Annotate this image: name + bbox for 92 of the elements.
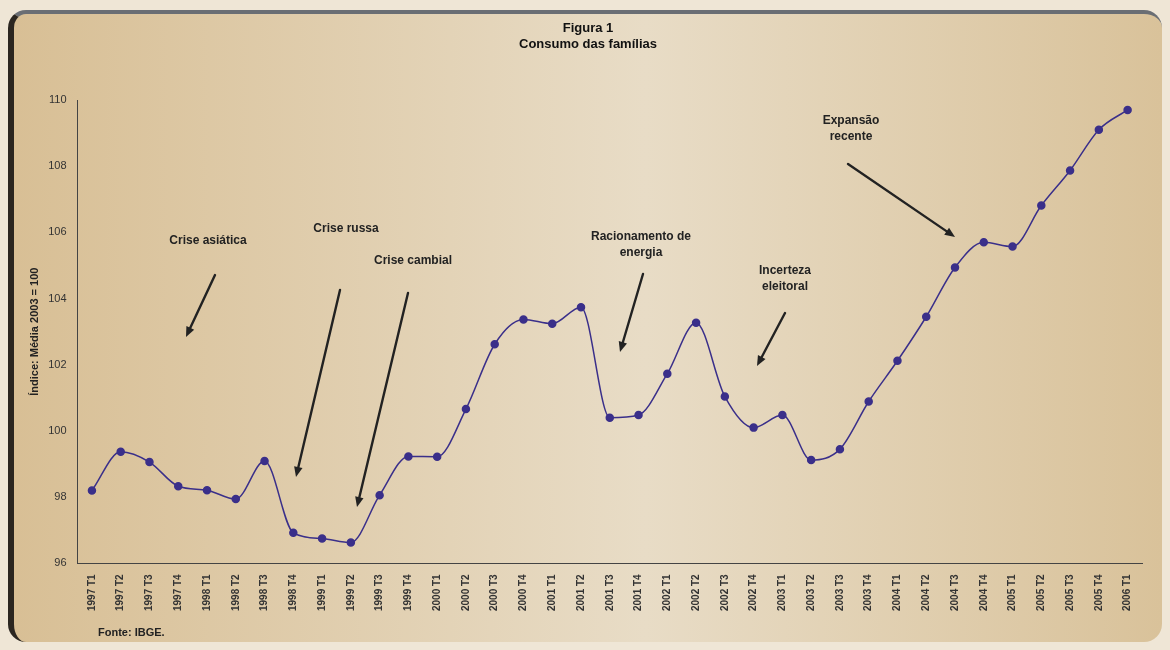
point <box>317 534 327 543</box>
x-tick-label: 2004 T1 <box>891 573 903 612</box>
point <box>1065 166 1075 175</box>
annotation: Crise asiática <box>168 232 248 248</box>
x-tick-label: 2004 T2 <box>919 573 931 612</box>
point <box>145 457 154 467</box>
x-tick-label: 1997 T2 <box>114 573 126 612</box>
point <box>231 494 241 504</box>
point <box>605 413 615 422</box>
x-tick-label: 2006 T1 <box>1121 573 1133 612</box>
x-tick-label: 2000 T3 <box>488 573 500 612</box>
x-tick-label: 2001 T1 <box>545 573 557 612</box>
x-tick-label: 1998 T1 <box>200 573 212 612</box>
point <box>1008 242 1017 251</box>
point <box>432 452 442 461</box>
x-tick-label: 2004 T4 <box>977 573 989 612</box>
point <box>404 452 413 461</box>
y-tick-label: 100 <box>48 423 67 436</box>
point <box>547 319 557 328</box>
x-tick-label: 1999 T3 <box>373 573 385 612</box>
x-tick-label: 2001 T2 <box>574 573 586 612</box>
x-tick-label: 1997 T4 <box>171 573 183 612</box>
point <box>720 392 730 401</box>
x-tick-label: 2003 T3 <box>833 573 845 612</box>
point <box>289 528 298 538</box>
x-tick-label: 1998 T3 <box>258 573 270 612</box>
point <box>519 315 528 324</box>
x-tick-label: 2004 T3 <box>948 573 960 612</box>
x-tick-label: 2005 T3 <box>1063 573 1075 612</box>
point <box>691 318 701 327</box>
source-note: Fonte: IBGE. <box>98 626 165 638</box>
point <box>921 312 931 322</box>
point <box>173 481 183 491</box>
y-tick-label: 102 <box>48 357 67 370</box>
point <box>663 369 672 378</box>
x-tick-label: 2003 T4 <box>862 573 874 612</box>
point <box>749 423 758 432</box>
point <box>1123 105 1132 115</box>
x-tick-label: 1998 T4 <box>287 573 299 612</box>
x-tick-label: 2002 T1 <box>661 573 673 612</box>
annotation: Incerteza eleitoral <box>758 262 812 294</box>
point <box>461 404 471 414</box>
point <box>346 538 356 547</box>
point <box>202 485 212 495</box>
x-tick-label: 2003 T1 <box>776 573 788 612</box>
x-tick-label: 1998 T2 <box>229 573 241 612</box>
point <box>835 444 845 454</box>
point <box>375 490 384 500</box>
annotation: Racionamento de energia <box>590 228 692 260</box>
x-tick-label: 2002 T3 <box>718 573 730 612</box>
y-tick-label: 104 <box>48 291 67 304</box>
x-tick-label: 2000 T2 <box>459 573 471 612</box>
x-tick-label: 2000 T4 <box>517 573 529 612</box>
point <box>634 410 643 420</box>
x-tick-label: 2000 T1 <box>430 573 442 612</box>
x-tick-label: 2002 T2 <box>689 573 701 612</box>
y-tick-label: 96 <box>54 556 67 569</box>
y-tick-label: 106 <box>48 225 67 238</box>
point <box>806 455 816 465</box>
x-tick-label: 1999 T1 <box>315 573 327 612</box>
point <box>576 302 586 312</box>
y-tick-label: 110 <box>49 93 67 106</box>
y-tick-label: 98 <box>54 490 67 503</box>
x-tick-label: 1999 T4 <box>402 573 414 612</box>
point <box>864 397 873 406</box>
chart-subtitle: Consumo das famílias <box>518 36 658 51</box>
point <box>490 339 499 349</box>
x-tick-label: 2005 T1 <box>1006 573 1018 612</box>
point <box>893 356 902 366</box>
annotation: Expansão recente <box>821 112 881 144</box>
x-tick-label: 2005 T4 <box>1092 573 1104 612</box>
point <box>778 410 787 420</box>
point <box>1094 125 1104 135</box>
y-axis-title: Índice: Média 2003 = 100 <box>27 267 40 396</box>
point <box>1037 201 1046 210</box>
x-tick-label: 2002 T4 <box>747 573 759 612</box>
point <box>87 486 97 495</box>
x-tick-label: 1999 T2 <box>344 573 356 612</box>
chart-title: Figura 1 <box>561 20 615 35</box>
point <box>116 447 125 457</box>
point <box>260 456 269 466</box>
point <box>950 263 960 272</box>
x-tick-label: 1997 T3 <box>143 573 155 612</box>
x-tick-label: 2003 T2 <box>804 573 816 612</box>
x-tick-label: 1997 T1 <box>85 573 97 612</box>
annotation: Crise russa <box>312 220 380 236</box>
x-tick-label: 2005 T2 <box>1035 573 1047 612</box>
annotation: Crise cambial <box>372 252 453 268</box>
x-tick-label: 2001 T3 <box>603 573 615 612</box>
y-tick-label: 108 <box>48 159 67 172</box>
x-tick-label: 2001 T4 <box>632 573 644 612</box>
point <box>979 238 989 247</box>
